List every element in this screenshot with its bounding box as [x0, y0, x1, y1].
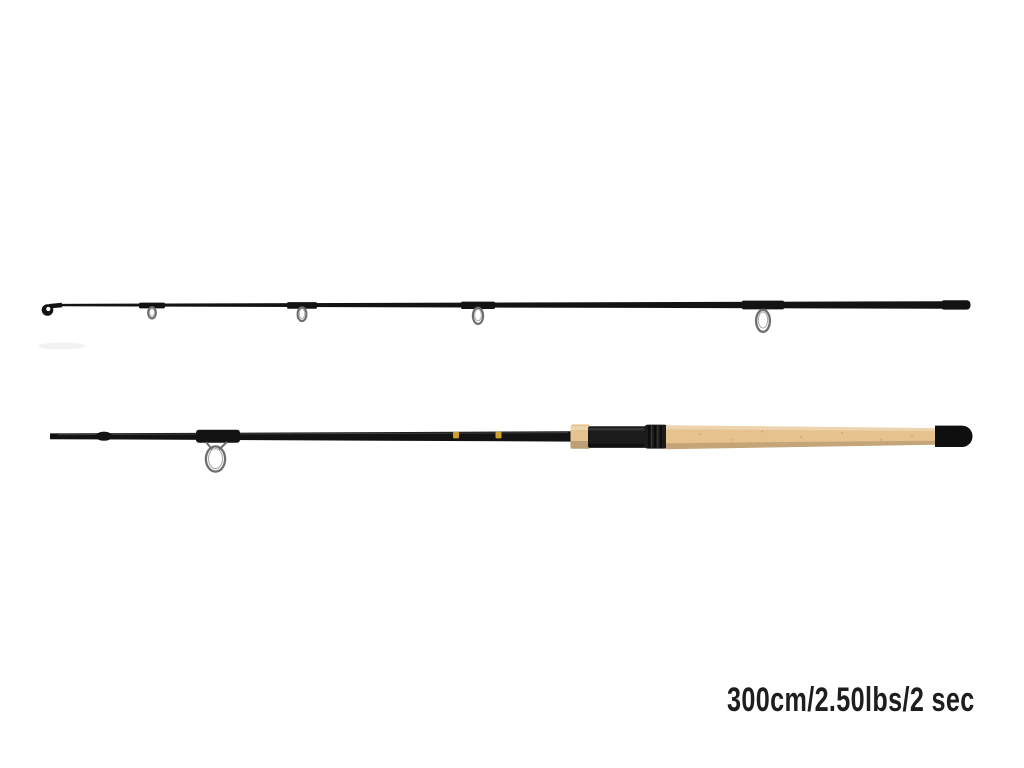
guide-ring-inner — [757, 311, 769, 329]
reel-seat-shade — [588, 444, 647, 447]
gold-trim-band — [453, 431, 459, 439]
guide-ring — [471, 306, 485, 325]
gold-trim-band — [495, 431, 502, 439]
cork-highlight — [666, 425, 940, 432]
guide-ring — [147, 306, 157, 320]
hook-keeper — [95, 431, 113, 441]
blank-highlight — [57, 432, 569, 436]
collar-thread-shine — [657, 425, 659, 448]
tip-section-blank — [56, 301, 944, 309]
guide-wrap — [287, 302, 317, 309]
guide-ring — [754, 308, 772, 333]
fore-cork-ring — [570, 424, 590, 449]
cork-ring — [570, 424, 590, 449]
ferrule-joint — [940, 300, 971, 310]
reel-seat-body — [588, 426, 647, 448]
collar-thread-ridge — [654, 425, 656, 448]
reel-seat — [588, 424, 668, 449]
cork-handle — [666, 425, 940, 450]
guide-wrap — [196, 429, 240, 443]
product-spec-caption: 300cm/2.50lbs/2 sec — [727, 681, 975, 719]
line-guide — [287, 302, 317, 323]
guide-ring — [296, 306, 308, 323]
cork-speckles — [698, 430, 914, 441]
cork-ring-shade — [570, 441, 590, 449]
rod-butt-section — [50, 424, 973, 473]
reel-seat-highlight — [588, 428, 647, 431]
guide-wrap — [742, 300, 784, 310]
butt-cap-base — [935, 425, 945, 447]
rod-tip-section — [41, 300, 971, 333]
butt-line-guide — [196, 429, 240, 473]
collar-thread-ridge — [648, 425, 650, 448]
guide-wrap — [461, 301, 495, 309]
butt-cap — [935, 425, 973, 447]
guide-wrap — [139, 302, 165, 309]
guide-ring — [204, 445, 227, 473]
guide-ring-inner — [149, 307, 155, 317]
collar-thread-shine — [651, 425, 653, 448]
tip-top-guide-hole — [46, 306, 51, 312]
line-guide — [742, 300, 784, 333]
guide-ring-inner — [298, 308, 306, 319]
line-guide — [139, 302, 165, 320]
butt-section-blank — [50, 431, 572, 442]
cork-shade — [666, 440, 940, 450]
line-guide — [461, 301, 495, 325]
guide-ring-inner — [207, 448, 224, 470]
shadow-smudge — [38, 342, 86, 350]
collar-thread-ridge — [660, 425, 662, 448]
cork-handle-body — [666, 425, 940, 450]
cork-ring-highlight — [570, 426, 590, 430]
guide-ring-inner — [474, 308, 482, 322]
